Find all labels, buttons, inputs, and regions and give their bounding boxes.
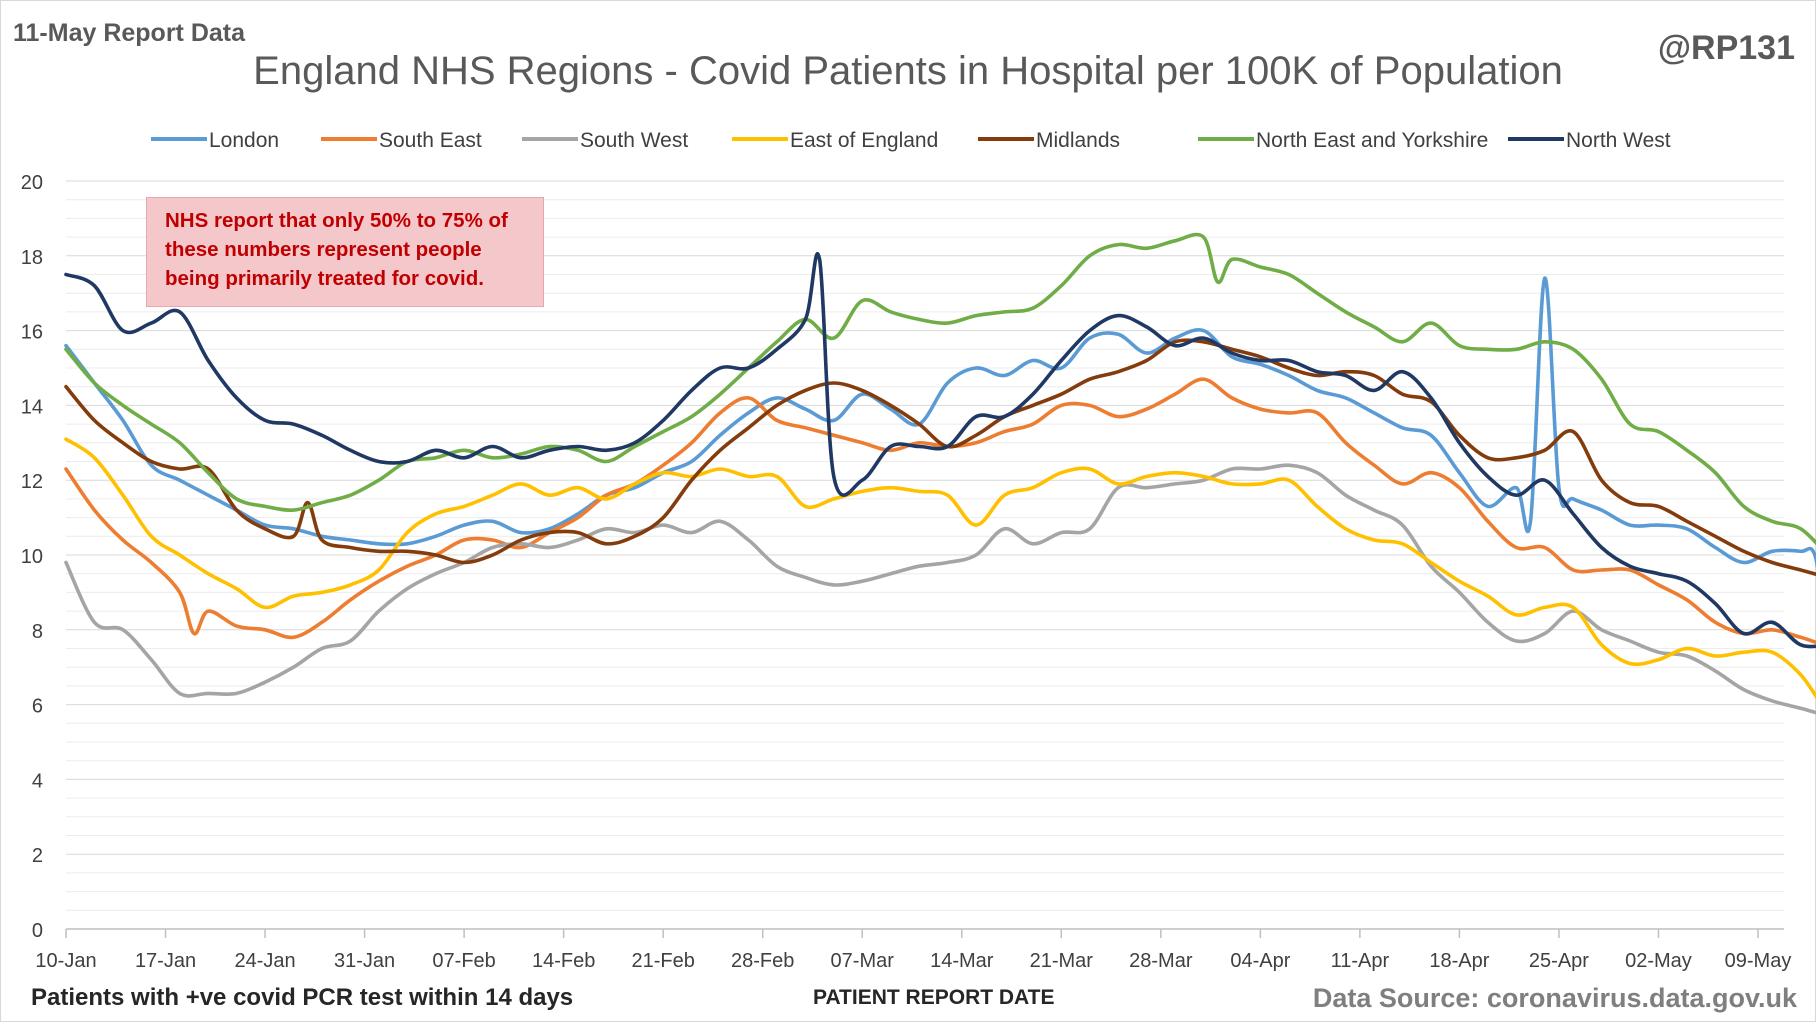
y-tick-label: 0 — [32, 920, 43, 942]
x-tick-label: 21-Feb — [631, 950, 694, 972]
x-tick-label: 10-Jan — [35, 950, 96, 972]
x-tick-label: 17-Jan — [135, 950, 196, 972]
series-line-midlands — [64, 338, 1816, 577]
legend-label-east-of-england: East of England — [790, 129, 938, 152]
y-tick-label: 6 — [32, 696, 43, 718]
x-tick-label: 21-Mar — [1030, 950, 1094, 972]
gridlines — [66, 180, 1784, 930]
y-tick-label: 16 — [21, 322, 43, 344]
x-tick-label: 07-Mar — [831, 950, 895, 972]
x-tick-label: 18-Apr — [1429, 950, 1489, 972]
x-tick-label: 11-Apr — [1331, 950, 1390, 972]
x-tick-label: 14-Feb — [532, 950, 595, 972]
legend-label-north-west: North West — [1566, 129, 1671, 152]
legend-label-south-west: South West — [580, 129, 688, 152]
x-axis-title: PATIENT REPORT DATE — [813, 986, 1055, 1009]
x-tick-label: 09-May — [1725, 950, 1792, 972]
y-tick-label: 2 — [32, 845, 43, 867]
x-tick-label: 31-Jan — [334, 950, 395, 972]
legend-label-north-east-and-yorkshire: North East and Yorkshire — [1256, 129, 1488, 152]
y-tick-label: 12 — [21, 471, 43, 493]
annotation-box: NHS report that only 50% to 75% of these… — [146, 197, 544, 307]
legend-label-london: London — [209, 129, 279, 152]
x-tick-label: 24-Jan — [234, 950, 295, 972]
x-tick-label: 02-May — [1625, 950, 1692, 972]
annotation-line-2: these numbers represent people — [165, 238, 482, 261]
data-source: Data Source: coronavirus.data.gov.uk — [1312, 983, 1797, 1013]
annotation-line-3: being primarily treated for covid. — [165, 267, 484, 290]
series-line-north-west — [64, 252, 1816, 649]
legend: London South East South West East of Englan… — [151, 129, 1671, 152]
legend-label-midlands: Midlands — [1036, 129, 1120, 152]
legend-label-south-east: South East — [379, 129, 482, 152]
y-tick-label: 14 — [21, 396, 43, 418]
annotation-line-1: NHS report that only 50% to 75% of — [165, 209, 508, 232]
report-date-label: 11-May Report Data — [13, 19, 246, 47]
series-line-south-west — [64, 463, 1816, 715]
footnote-pcr: Patients with +ve covid PCR test within … — [31, 984, 574, 1011]
series-line-london — [64, 276, 1816, 569]
y-tick-label: 18 — [21, 247, 43, 269]
y-tick-label: 8 — [32, 621, 43, 643]
axes: 0 2 4 6 8 10 12 14 16 18 20 10-Jan 17-Jan 24-Jan 31-Ja… — [21, 172, 1792, 972]
y-tick-label: 10 — [21, 546, 43, 568]
x-tick-label: 07-Feb — [432, 950, 495, 972]
x-tick-label: 14-Mar — [930, 950, 994, 972]
series-line-south-east — [64, 377, 1816, 645]
x-tick-label: 28-Feb — [731, 950, 794, 972]
y-tick-label: 20 — [21, 172, 43, 194]
author-handle: @RP131 — [1657, 29, 1795, 67]
x-tick-label: 28-Mar — [1129, 950, 1193, 972]
chart-title: England NHS Regions - Covid Patients in … — [253, 49, 1563, 93]
series-line-east-of-england — [64, 437, 1816, 700]
series-lines — [64, 232, 1816, 715]
x-tick-label: 25-Apr — [1529, 950, 1589, 972]
x-tick-label: 04-Apr — [1230, 950, 1290, 972]
y-tick-label: 4 — [32, 770, 43, 792]
